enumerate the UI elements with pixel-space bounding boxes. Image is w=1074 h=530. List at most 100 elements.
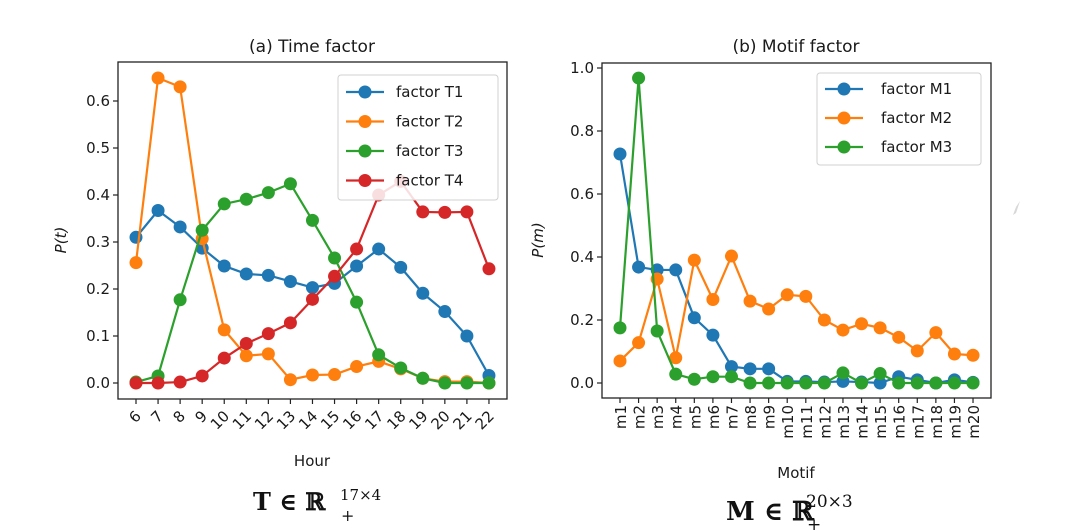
legend-item: factor T4 [346,172,463,190]
data-point [217,197,231,211]
series-layer [613,71,980,390]
data-point [283,316,297,330]
data-point [910,376,924,390]
svg-text:M ∈ ℝ: M ∈ ℝ [726,497,815,527]
data-point [966,348,980,362]
data-point [780,288,794,302]
legend-marker-icon [358,144,372,158]
chart-title: (b) Motif factor [732,37,859,57]
y-tick-label: 0.1 [86,327,110,345]
data-point [173,80,187,94]
data-point [855,376,869,390]
data-point [460,329,474,343]
data-point [947,347,961,361]
data-point [855,317,869,331]
data-point [669,351,683,365]
matrix-caption: M ∈ ℝ 20×3 + [726,492,853,530]
data-point [482,376,496,390]
data-point [460,205,474,219]
data-point [892,330,906,344]
chart-title: (a) Time factor [249,37,375,57]
series-factor-m3 [613,71,980,390]
data-point [283,274,297,288]
data-point [743,294,757,308]
x-axis-label: Motif [777,464,815,482]
data-point [706,370,720,384]
data-point [687,311,701,325]
data-point [817,313,831,327]
x-axis-label: Hour [294,452,331,470]
data-point [799,376,813,390]
data-point [305,292,319,306]
data-point [372,242,386,256]
x-tick-label: m14 [854,405,872,439]
y-tick-label: 0.0 [570,374,594,392]
series-layer [129,71,496,390]
data-point [947,376,961,390]
data-point [195,223,209,237]
data-point [129,376,143,390]
data-point [706,293,720,307]
data-point [350,242,364,256]
data-point [350,295,364,309]
y-tick-label: 0.8 [570,122,594,140]
data-point [438,305,452,319]
data-point [706,328,720,342]
x-tick-label: m19 [946,405,964,439]
data-point [817,376,831,390]
data-point [129,256,143,270]
data-point [416,371,430,385]
data-point [328,251,342,265]
legend-marker-icon [358,174,372,187]
data-point [873,376,887,390]
y-tick-label: 0.4 [570,248,594,266]
data-point [669,263,683,277]
data-point [743,362,757,376]
legend-item: factor M3 [825,138,952,156]
x-tick-label: m7 [723,405,741,429]
x-tick-label: m16 [891,405,909,439]
x-tick-label: m12 [816,405,834,439]
data-point [261,268,275,282]
legend-label: factor T1 [396,83,463,101]
data-point [873,367,887,381]
data-point [762,362,776,376]
x-tick-label: m6 [705,405,723,429]
y-tick-label: 0.4 [86,186,110,204]
data-point [239,267,253,281]
legend-marker-icon [837,140,851,154]
x-axis: m1 m2 m3 m4 m5 m6 m7 m8 m9 m10 m11 m12 m13 m14 m15 m16 m… [612,398,983,439]
x-tick-label: 7 [147,407,166,426]
motif-factor-chart: (b) Motif factor 0.00.20.40.60.81.0 m1 m2… [529,37,992,530]
legend-box [816,72,982,166]
legend: factor T1 factor T2 factor T3 factor T4 [337,74,499,201]
data-point [724,360,738,374]
legend-marker-icon [837,111,851,125]
y-tick-label: 0.2 [86,280,110,298]
legend-label: factor M3 [881,138,952,156]
x-tick-label: m8 [742,405,760,429]
y-tick-label: 1.0 [570,59,594,77]
data-point [687,253,701,267]
legend: factor M1 factor M2 factor M3 [816,72,982,166]
decorative-mark [1013,201,1020,215]
x-tick-label: m18 [928,405,946,439]
y-tick-label: 0.6 [86,92,110,110]
data-point [799,289,813,303]
data-point [762,302,776,316]
x-tick-label: m3 [649,405,667,429]
data-point [687,372,701,386]
legend-label: factor T4 [396,172,463,190]
y-tick-label: 0.5 [86,139,110,157]
data-point [613,147,627,161]
data-point [929,376,943,390]
data-point [350,360,364,374]
data-point [724,249,738,263]
data-point [151,204,165,218]
data-point [217,323,231,337]
data-point [305,281,319,295]
legend-label: factor T3 [396,142,463,160]
